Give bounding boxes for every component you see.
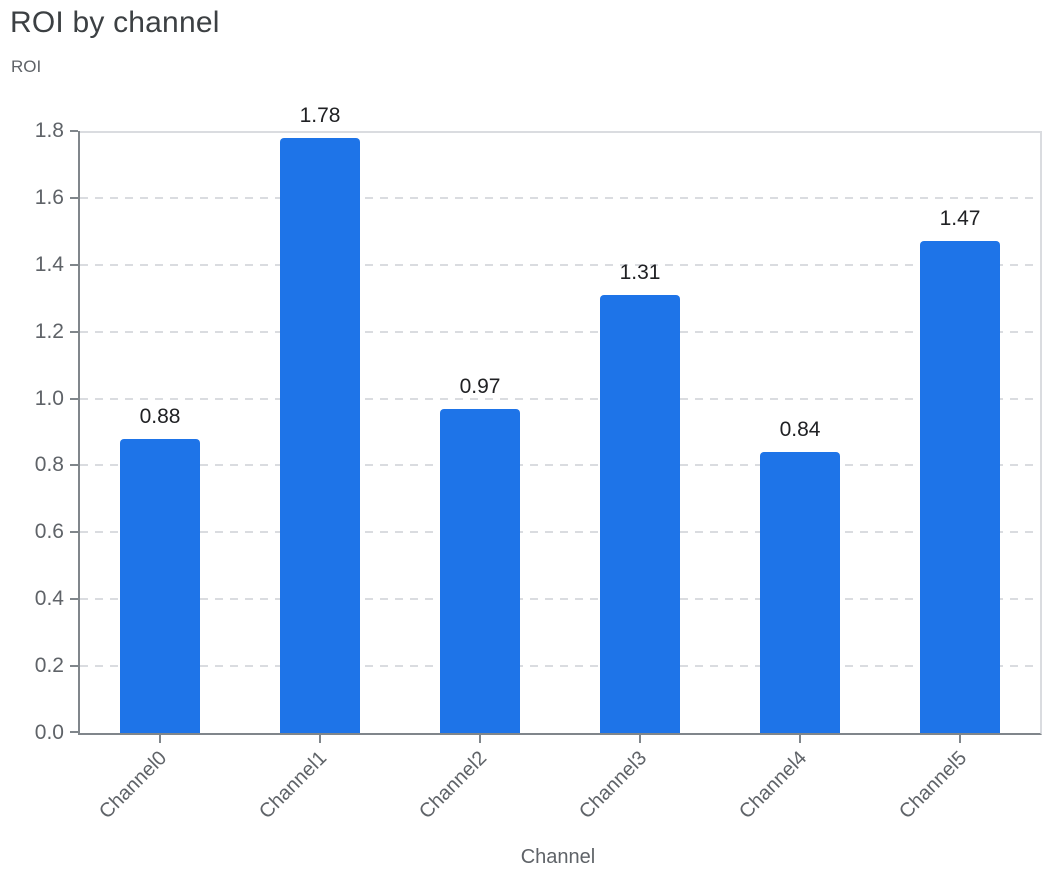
x-axis-tick <box>319 735 321 743</box>
y-axis-tick <box>70 598 78 600</box>
y-tick-label: 1.4 <box>34 253 64 276</box>
gridline-y-1.4 <box>80 264 1040 266</box>
gridline-y-0.2 <box>80 665 1040 667</box>
x-category-label-channel1: Channel1 <box>255 747 332 824</box>
x-axis-tick <box>639 735 641 743</box>
gridline-y-1.6 <box>80 197 1040 199</box>
x-category-label-channel0: Channel0 <box>95 747 172 824</box>
gridline-y-0.6 <box>80 531 1040 533</box>
gridline-y-1.0 <box>80 398 1040 400</box>
x-axis-tick <box>799 735 801 743</box>
bar-value-label: 1.47 <box>939 207 981 230</box>
gridline-y-0.8 <box>80 464 1040 466</box>
x-axis-title: Channel <box>520 846 596 868</box>
x-axis-tick <box>479 735 481 743</box>
y-axis-tick <box>70 264 78 266</box>
bar-channel0[interactable] <box>120 439 200 733</box>
y-tick-label: 1.6 <box>34 186 64 209</box>
y-axis-tick <box>70 197 78 199</box>
y-axis-tick <box>70 398 78 400</box>
bar-channel4[interactable] <box>760 452 840 733</box>
bar-value-label: 0.84 <box>779 418 821 441</box>
x-axis-tick <box>959 735 961 743</box>
y-tick-label: 0.4 <box>34 587 64 610</box>
x-category-label-channel5: Channel5 <box>895 747 972 824</box>
bar-value-label: 0.88 <box>139 405 181 428</box>
y-tick-label: 0.6 <box>34 520 64 543</box>
bar-channel1[interactable] <box>280 138 360 733</box>
y-tick-label: 1.2 <box>34 320 64 343</box>
bar-value-label: 1.78 <box>299 104 341 127</box>
bar-value-label: 0.97 <box>459 375 501 398</box>
y-axis-tick <box>70 531 78 533</box>
y-tick-label: 0.8 <box>34 453 64 476</box>
gridline-y-0.4 <box>80 598 1040 600</box>
y-tick-label: 1.0 <box>34 387 64 410</box>
y-axis-tick <box>70 731 78 733</box>
bar-channel5[interactable] <box>920 241 1000 733</box>
plot-area: 0.0 0.2 0.4 0.6 0.8 1.0 1.2 1.4 1.6 1.8 0.88 Channe… <box>35 104 1042 823</box>
chart-title: ROI by channel <box>10 6 220 39</box>
x-axis-tick <box>159 735 161 743</box>
bar-value-label: 1.31 <box>619 261 661 284</box>
y-axis-tick <box>70 464 78 466</box>
x-category-label-channel2: Channel2 <box>415 747 492 824</box>
gridline-y-1.2 <box>80 331 1040 333</box>
y-tick-label: 0.2 <box>34 654 64 677</box>
y-axis-title: ROI <box>11 57 42 76</box>
y-axis-tick <box>70 665 78 667</box>
x-category-label-channel4: Channel4 <box>735 747 812 824</box>
bar-channel3[interactable] <box>600 295 680 733</box>
y-tick-label: 0.0 <box>34 721 64 744</box>
y-tick-label: 1.8 <box>34 119 64 142</box>
bar-channel2[interactable] <box>440 409 520 733</box>
y-axis-tick <box>70 130 78 132</box>
x-category-label-channel3: Channel3 <box>575 747 652 824</box>
y-axis-tick <box>70 331 78 333</box>
gridline-y-1.8 <box>80 131 1040 133</box>
